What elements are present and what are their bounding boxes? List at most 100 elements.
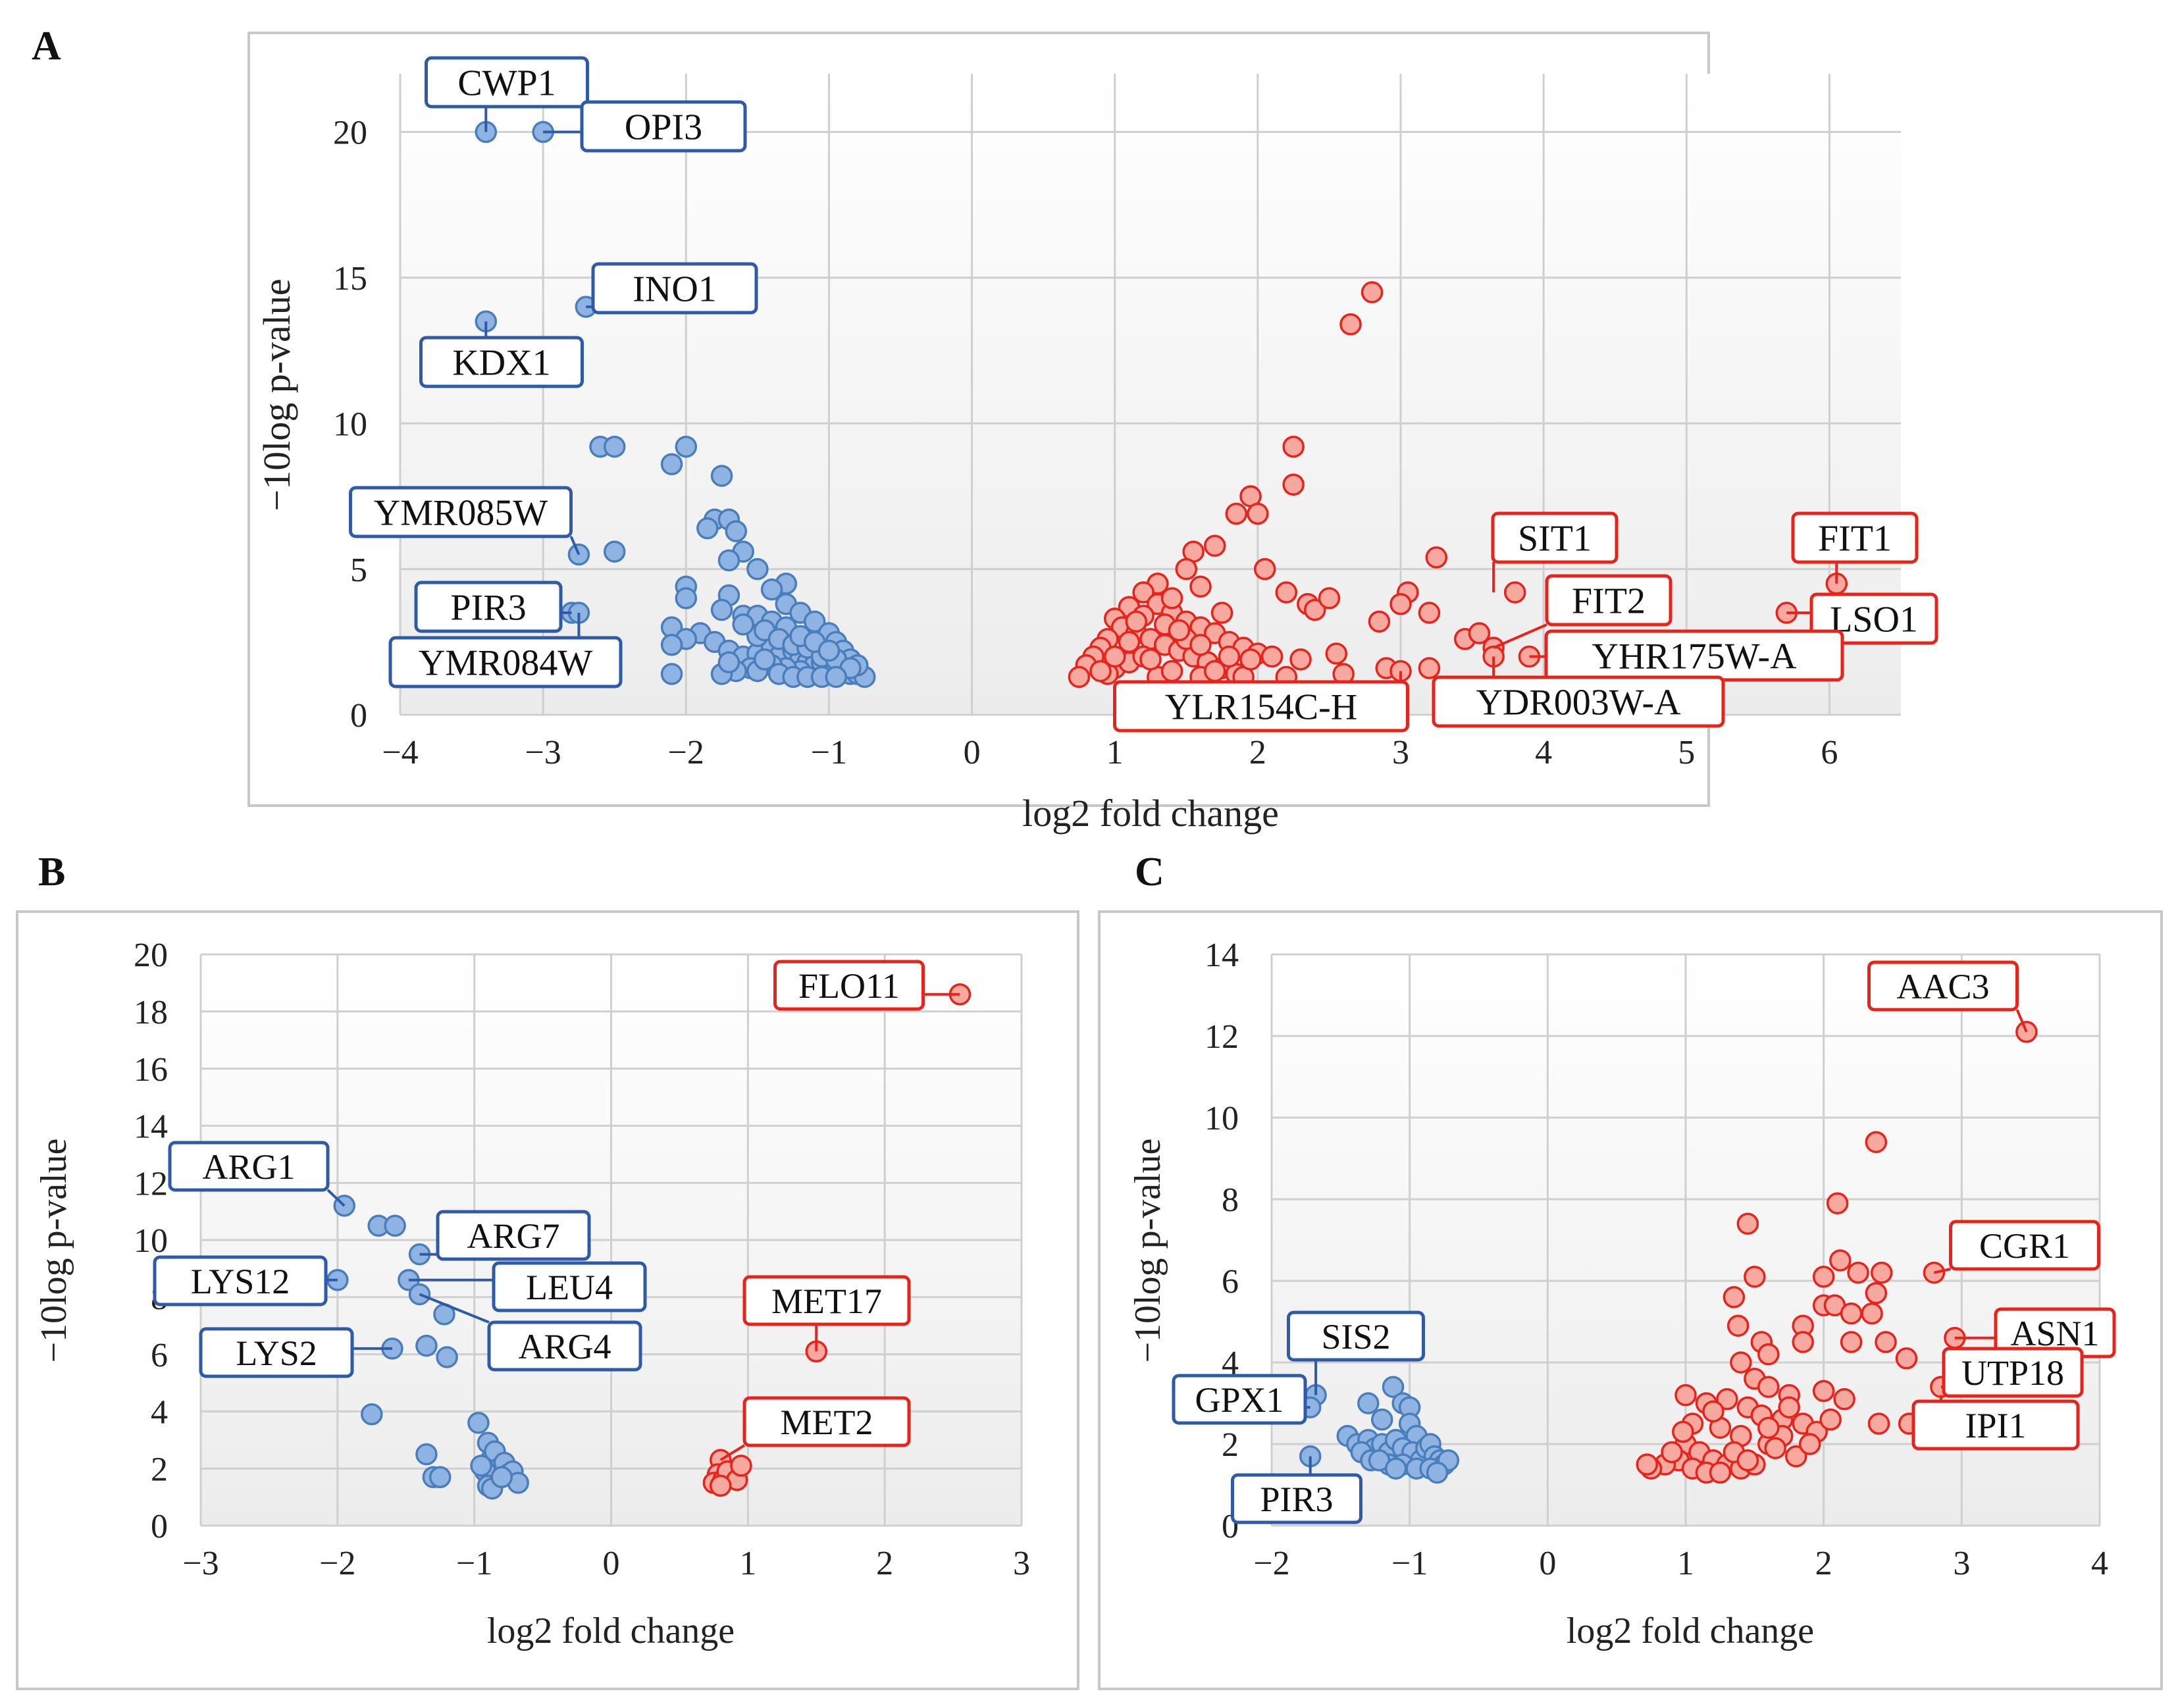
data-point-up (1418, 602, 1441, 624)
callout-leader (1493, 623, 1547, 650)
y-tick-label: 20 (333, 115, 367, 152)
y-tick-label: 10 (134, 1222, 168, 1260)
x-tick-label: 1 (1677, 1545, 1694, 1582)
y-tick-label: 0 (151, 1508, 168, 1545)
data-point-up (1867, 1412, 1890, 1435)
data-point-up (1672, 1420, 1694, 1443)
data-point-down (436, 1346, 458, 1368)
gene-label: ARG1 (202, 1147, 295, 1187)
x-tick-label: −1 (1391, 1545, 1428, 1582)
x-tick-label: 6 (1821, 734, 1838, 771)
data-point-down (1370, 1409, 1393, 1431)
data-point-up (1674, 1384, 1697, 1407)
data-point-up (1361, 281, 1384, 303)
data-point-up (1325, 642, 1348, 665)
callout-box (742, 1396, 911, 1447)
data-point-up (1895, 1347, 1918, 1370)
y-tick-label: 2 (1222, 1426, 1239, 1464)
data-point-up (1425, 546, 1448, 569)
gene-label: MET2 (781, 1403, 873, 1442)
x-tick-label: −3 (182, 1545, 219, 1582)
callout-leader (719, 1444, 746, 1461)
data-point-up (1175, 557, 1198, 581)
callout-box (388, 636, 623, 688)
gene-label: OPI3 (625, 107, 702, 148)
data-point-down (732, 613, 754, 636)
callout-box (1949, 1220, 2100, 1271)
data-point-down (675, 435, 698, 458)
y-tick-label: 6 (151, 1337, 168, 1374)
y-tick-label: 16 (134, 1051, 168, 1089)
data-point-up (1125, 610, 1148, 633)
data-point-down (660, 633, 683, 656)
callout-box (349, 486, 573, 538)
data-point-up (1289, 648, 1312, 671)
y-tick-label: 20 (134, 937, 168, 974)
callout-leader (569, 536, 581, 556)
data-point-down (717, 651, 740, 674)
x-tick-label: 2 (876, 1545, 893, 1582)
y-tick-label: 5 (350, 552, 367, 589)
panel-a: −4 −3 −2 −1 0 1 2 3 4 5 6 0 5 10 15 20 log2 fold change −… (32, 24, 1938, 835)
y-axis-title: −10log p-value (34, 1138, 74, 1362)
data-point-down (696, 517, 719, 540)
callout-box (1942, 1347, 2084, 1398)
data-point-up (1168, 619, 1191, 642)
y-tick-label: 0 (350, 697, 367, 735)
data-point-down (603, 435, 626, 458)
data-point-up (1709, 1461, 1732, 1484)
data-point-up (1661, 1441, 1683, 1464)
x-tick-label: 2 (1815, 1545, 1832, 1582)
gene-label: MET17 (771, 1281, 882, 1321)
data-point-up (1798, 1433, 1821, 1455)
data-point-up (1239, 648, 1262, 671)
gene-label: SIT1 (1518, 519, 1592, 559)
data-point-down (415, 1443, 438, 1466)
gene-label: FIT1 (1818, 519, 1892, 559)
data-point-up (1840, 1302, 1863, 1325)
data-point-down (467, 1412, 490, 1434)
data-point-up (1089, 660, 1112, 683)
gene-label: SIS2 (1321, 1317, 1390, 1357)
data-point-down (1357, 1392, 1380, 1414)
gene-label: ARG4 (518, 1327, 611, 1366)
callout-box (580, 100, 747, 153)
data-point-down (1382, 1376, 1405, 1398)
data-point-up (1784, 1445, 1807, 1468)
callout-leader (1933, 1268, 1951, 1274)
data-point-up (1189, 633, 1212, 656)
data-point-down (746, 557, 769, 581)
x-tick-label: 2 (1249, 734, 1266, 771)
y-tick-label: 10 (333, 405, 367, 443)
x-axis-title: log2 fold change (1567, 1611, 1814, 1651)
data-point-up (1778, 1396, 1800, 1418)
gene-label: AAC3 (1896, 967, 1989, 1006)
callout-box (1791, 511, 1919, 564)
data-point-up (1189, 575, 1212, 598)
callout-box (425, 56, 589, 109)
gene-label: CGR1 (1979, 1226, 2070, 1266)
data-point-up (1736, 1449, 1759, 1472)
callout-box (199, 1327, 354, 1378)
callout-leader (326, 1189, 346, 1207)
x-tick-label: −2 (668, 734, 704, 771)
callout-box (1491, 511, 1619, 564)
y-tick-label: 14 (1205, 937, 1239, 974)
data-point-up (1840, 1331, 1863, 1353)
data-point-down (817, 639, 841, 662)
data-point-down (710, 598, 733, 621)
gene-label: ARG7 (467, 1216, 559, 1256)
data-point-up (1757, 1343, 1780, 1366)
callout-box (153, 1255, 328, 1307)
x-tick-label: 1 (739, 1545, 756, 1582)
gene-label: FIT2 (1572, 581, 1646, 622)
x-tick-label: −2 (319, 1545, 355, 1582)
data-point-up (1744, 1266, 1766, 1288)
y-axis-title: −10log p-value (255, 278, 298, 511)
callout-box (1432, 675, 1725, 728)
data-point-up (1829, 1249, 1852, 1272)
data-point-up (1870, 1261, 1893, 1284)
data-point-down (710, 465, 733, 487)
data-point-down (660, 663, 683, 685)
data-point-up (1861, 1302, 1883, 1325)
